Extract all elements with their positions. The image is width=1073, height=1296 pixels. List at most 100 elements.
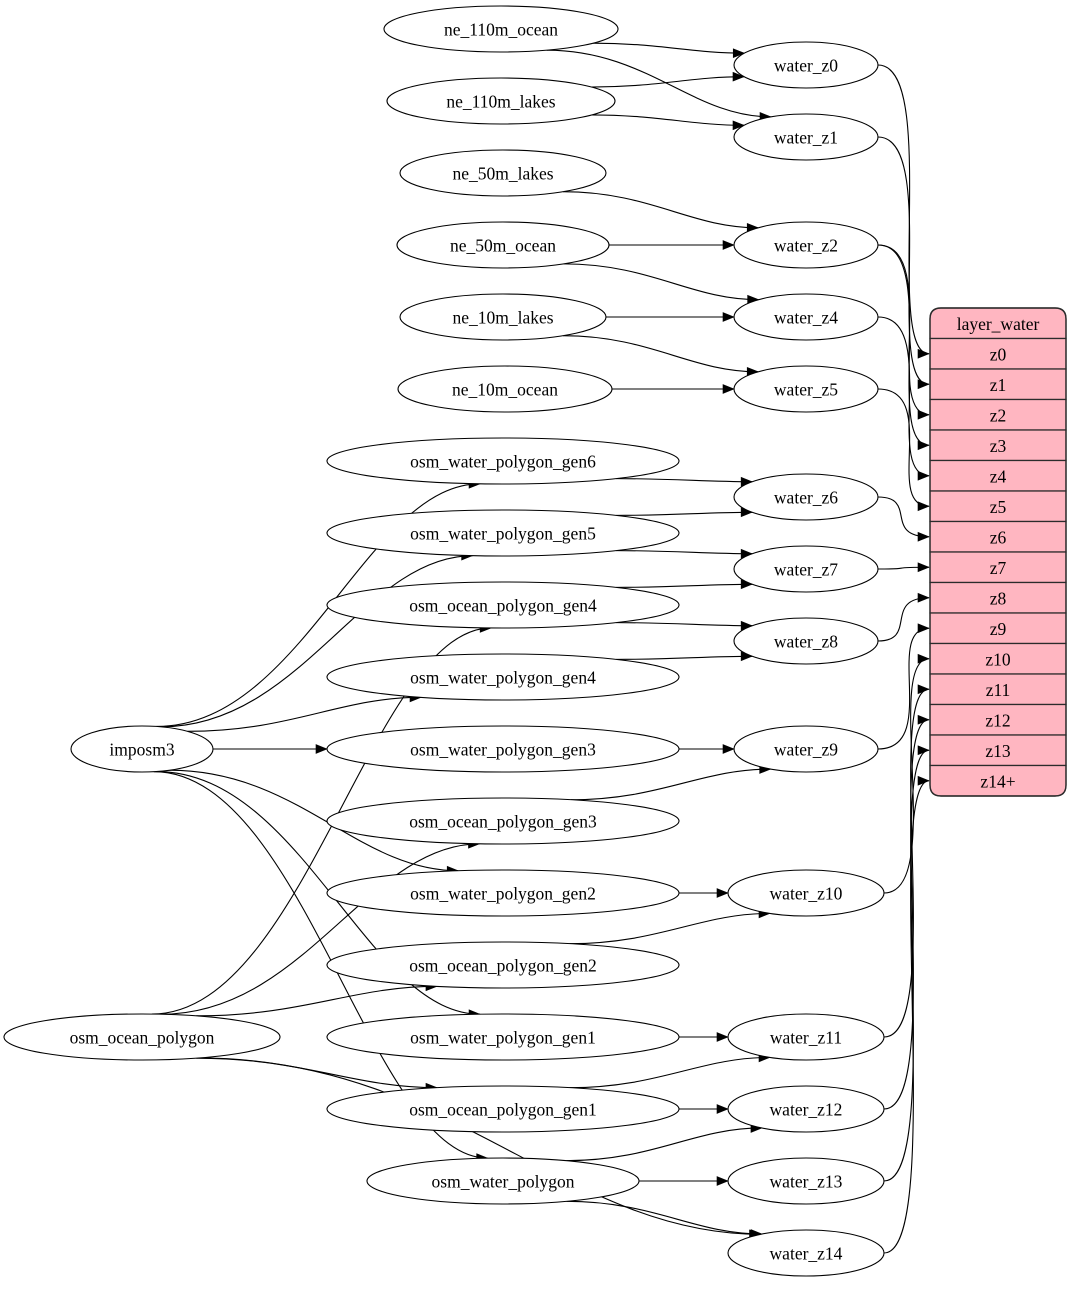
node-label: ne_10m_ocean	[452, 380, 558, 400]
node-label: osm_ocean_polygon_gen3	[409, 812, 597, 832]
table-header-label: layer_water	[957, 314, 1040, 334]
osm-node-osm_water_polygon_gen5[interactable]: osm_water_polygon_gen5	[326, 509, 680, 557]
node-label: water_z2	[774, 236, 838, 256]
node-ellipse	[727, 1085, 885, 1133]
arrowhead	[917, 775, 930, 786]
water-node-water_z11[interactable]: water_z11	[727, 1013, 885, 1061]
node-label: osm_water_polygon	[432, 1172, 575, 1192]
edge-osm_ocean_polygon_gen4-to-water_z7	[616, 583, 753, 588]
node-label: osm_ocean_polygon_gen1	[409, 1100, 597, 1120]
node-ellipse	[70, 725, 214, 773]
table-row-label: z5	[990, 497, 1007, 517]
water-node-water_z6[interactable]: water_z6	[733, 473, 879, 521]
arrowhead	[722, 384, 735, 394]
arrowhead	[917, 470, 930, 481]
ne-node-ne_50m_lakes[interactable]: ne_50m_lakes	[399, 149, 607, 197]
osm-node-osm_ocean_polygon_gen4[interactable]: osm_ocean_polygon_gen4	[326, 581, 680, 629]
osm-node-osm_ocean_polygon_gen1[interactable]: osm_ocean_polygon_gen1	[326, 1085, 680, 1133]
node-ellipse	[733, 473, 879, 521]
table-row-label: z3	[990, 436, 1007, 456]
node-ellipse	[733, 545, 879, 593]
edge-imposm3-to-osm_water_polygon_gen2	[169, 769, 459, 872]
node-label: osm_water_polygon_gen6	[410, 452, 596, 472]
ne-node-ne_110m_ocean[interactable]: ne_110m_ocean	[383, 5, 619, 53]
water-node-water_z4[interactable]: water_z4	[733, 293, 879, 341]
water-node-water_z8[interactable]: water_z8	[733, 617, 879, 665]
edge-water_z6-to-z6	[877, 496, 930, 538]
ne-node-ne_10m_lakes[interactable]: ne_10m_lakes	[399, 293, 607, 341]
node-label: water_z13	[770, 1172, 843, 1192]
arrowhead	[732, 48, 746, 59]
arrowhead	[722, 744, 735, 754]
node-ellipse	[326, 797, 680, 845]
arrowhead	[917, 592, 930, 603]
node-ellipse	[326, 437, 680, 485]
node-ellipse	[733, 293, 879, 341]
water-node-water_z5[interactable]: water_z5	[733, 365, 879, 413]
arrowhead	[722, 240, 735, 250]
water-node-water_z9[interactable]: water_z9	[733, 725, 879, 773]
edge-water_z5-to-z5	[877, 388, 930, 507]
node-ellipse	[326, 725, 680, 773]
osm-node-osm_water_polygon_gen4[interactable]: osm_water_polygon_gen4	[326, 653, 680, 701]
osm-node-osm_water_polygon_gen3[interactable]: osm_water_polygon_gen3	[326, 725, 680, 773]
water-node-water_z13[interactable]: water_z13	[727, 1157, 885, 1205]
arrowhead	[315, 744, 328, 754]
water-node-water_z14[interactable]: water_z14	[727, 1229, 885, 1277]
source-node-osm_ocean_polygon[interactable]: osm_ocean_polygon	[3, 1013, 281, 1061]
osm-node-osm_water_polygon_gen6[interactable]: osm_water_polygon_gen6	[326, 437, 680, 485]
node-label: water_z1	[774, 128, 838, 148]
node-label: osm_water_polygon_gen1	[410, 1028, 596, 1048]
osm-node-osm_ocean_polygon_gen3[interactable]: osm_ocean_polygon_gen3	[326, 797, 680, 845]
node-ellipse	[326, 1013, 680, 1061]
ne-node-ne_110m_lakes[interactable]: ne_110m_lakes	[386, 77, 616, 125]
edge-imposm3-to-osm_water_polygon_gen5	[160, 555, 473, 728]
arrowhead	[722, 312, 735, 322]
ne-node-ne_10m_ocean[interactable]: ne_10m_ocean	[397, 365, 613, 413]
edge-ne_10m_lakes-to-water_z5	[562, 335, 759, 373]
osm-node-osm_ocean_polygon_gen2[interactable]: osm_ocean_polygon_gen2	[326, 941, 680, 989]
table-row-label: z1	[990, 375, 1007, 395]
node-label: water_z7	[774, 560, 838, 580]
node-label: water_z6	[774, 488, 838, 508]
node-ellipse	[727, 869, 885, 917]
node-ellipse	[727, 1013, 885, 1061]
arrowhead	[716, 1032, 729, 1042]
osm-node-osm_water_polygon[interactable]: osm_water_polygon	[366, 1157, 640, 1205]
node-ellipse	[326, 941, 680, 989]
arrowhead	[732, 71, 745, 82]
node-ellipse	[733, 617, 879, 665]
node-label: ne_10m_lakes	[452, 308, 553, 328]
node-label: water_z11	[770, 1028, 842, 1048]
edge-water_z9-to-z9	[877, 627, 930, 750]
water-node-water_z0[interactable]: water_z0	[733, 41, 879, 89]
arrowhead	[716, 1176, 729, 1186]
water-node-water_z1[interactable]: water_z1	[733, 113, 879, 161]
osm-node-osm_water_polygon_gen2[interactable]: osm_water_polygon_gen2	[326, 869, 680, 917]
edge-ne_110m_lakes-to-water_z0	[591, 76, 744, 88]
ne-node-ne_50m_ocean[interactable]: ne_50m_ocean	[396, 221, 610, 269]
water-node-water_z12[interactable]: water_z12	[727, 1085, 885, 1133]
arrowhead	[917, 653, 930, 664]
arrowhead	[917, 684, 930, 695]
node-label: water_z8	[774, 632, 838, 652]
node-ellipse	[396, 221, 610, 269]
water-node-water_z7[interactable]: water_z7	[733, 545, 879, 593]
water-node-water_z2[interactable]: water_z2	[733, 221, 879, 269]
table-outline	[929, 307, 1067, 797]
arrowhead	[917, 531, 930, 542]
source-node-imposm3[interactable]: imposm3	[70, 725, 214, 773]
edge-ne_110m_ocean-to-water_z0	[592, 42, 745, 54]
table-row-label: z9	[990, 619, 1007, 639]
node-ellipse	[326, 653, 680, 701]
node-label: osm_ocean_polygon	[70, 1028, 215, 1048]
edge-water_z4-to-z4	[877, 316, 930, 477]
node-ellipse	[386, 77, 616, 125]
node-label: water_z5	[774, 380, 838, 400]
table-row-label: z0	[990, 344, 1007, 364]
osm-node-osm_water_polygon_gen1[interactable]: osm_water_polygon_gen1	[326, 1013, 680, 1061]
water-node-water_z10[interactable]: water_z10	[727, 869, 885, 917]
node-label: osm_water_polygon_gen2	[410, 884, 596, 904]
node-label: water_z14	[770, 1244, 843, 1264]
